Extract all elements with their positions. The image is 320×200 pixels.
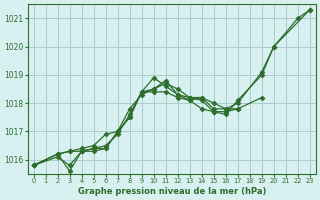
X-axis label: Graphe pression niveau de la mer (hPa): Graphe pression niveau de la mer (hPa) [77, 187, 266, 196]
